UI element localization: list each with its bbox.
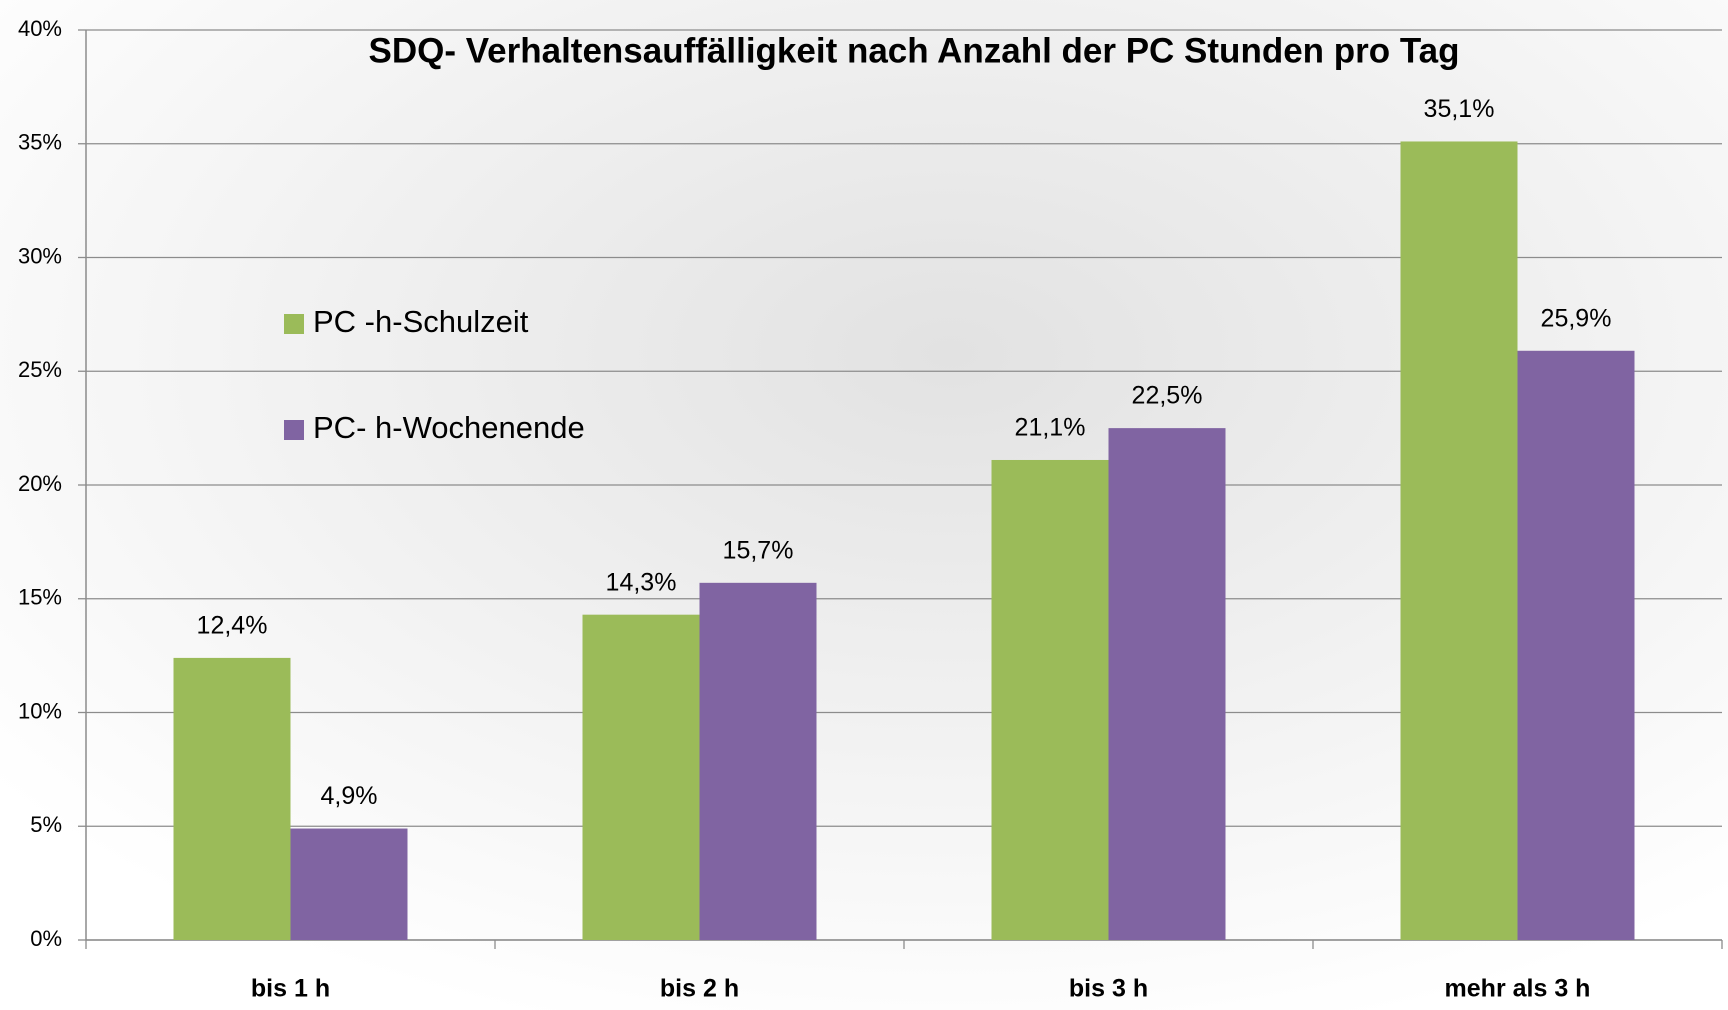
- data-label: 22,5%: [1132, 382, 1203, 410]
- y-tick-label: 35%: [18, 130, 62, 155]
- bar: [1108, 428, 1226, 940]
- y-tick-label: 25%: [18, 357, 62, 382]
- x-tick-label: bis 3 h: [1069, 975, 1148, 1003]
- bar: [173, 657, 291, 940]
- bar: [1517, 350, 1635, 940]
- bar: [290, 828, 408, 940]
- data-label: 15,7%: [723, 536, 794, 564]
- x-tick-label: mehr als 3 h: [1445, 975, 1591, 1003]
- data-label: 4,9%: [321, 782, 378, 810]
- y-tick-label: 15%: [18, 585, 62, 610]
- legend-label: PC- h-Wochenende: [313, 410, 585, 445]
- bar: [991, 459, 1109, 940]
- y-tick-label: 10%: [18, 698, 62, 723]
- data-label: 35,1%: [1424, 95, 1495, 123]
- data-label: 25,9%: [1541, 304, 1612, 332]
- x-tick-label: bis 1 h: [251, 975, 330, 1003]
- legend-swatch: [284, 314, 304, 334]
- bar: [582, 614, 700, 940]
- chart-title: SDQ- Verhaltensauffälligkeit nach Anzahl…: [369, 31, 1460, 70]
- data-label: 14,3%: [606, 568, 677, 596]
- data-label: 21,1%: [1015, 414, 1086, 442]
- y-tick-label: 5%: [30, 812, 62, 837]
- y-tick-label: 40%: [18, 16, 62, 41]
- legend-label: PC -h-Schulzeit: [313, 304, 529, 339]
- legend-swatch: [284, 420, 304, 440]
- bar: [1400, 141, 1518, 941]
- data-label: 12,4%: [197, 612, 268, 640]
- y-tick-label: 30%: [18, 243, 62, 268]
- x-tick-label: bis 2 h: [660, 975, 739, 1003]
- y-tick-label: 20%: [18, 471, 62, 496]
- bar: [699, 582, 817, 940]
- y-tick-label: 0%: [30, 926, 62, 951]
